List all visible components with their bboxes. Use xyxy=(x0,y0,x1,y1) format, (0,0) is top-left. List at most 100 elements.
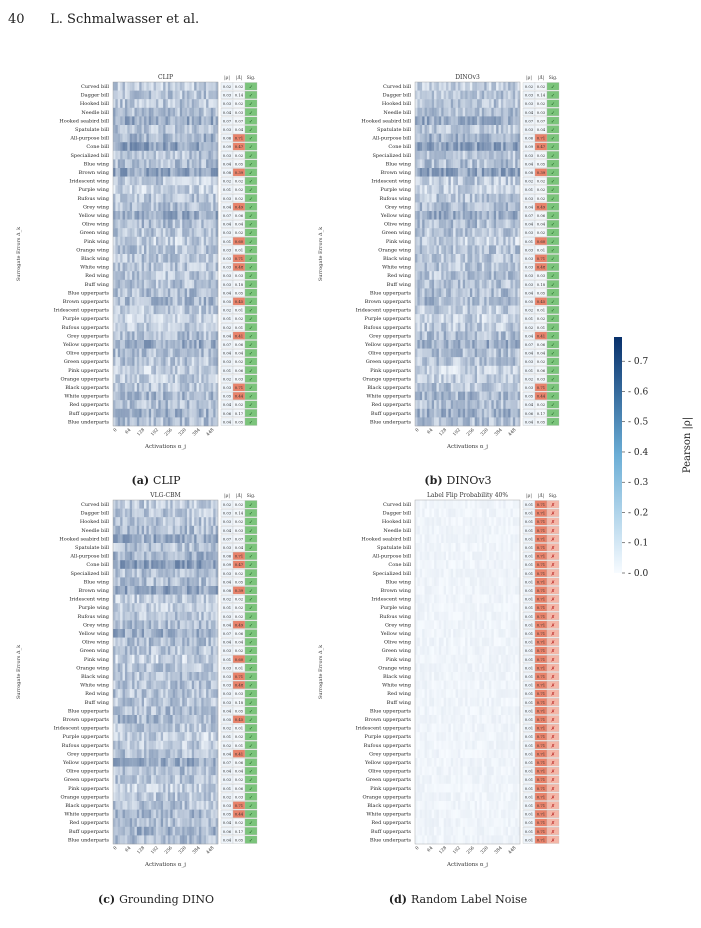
heatmap-cell xyxy=(512,159,516,169)
heatmap-cell xyxy=(203,90,207,100)
heatmap-cell xyxy=(155,159,159,169)
heatmap-cell xyxy=(132,577,135,587)
heatmap-cell xyxy=(419,391,423,401)
heatmap-cell xyxy=(479,236,483,246)
heatmap-cell xyxy=(479,142,483,151)
heatmap-cell xyxy=(124,193,128,203)
heatmap-cell xyxy=(167,314,171,323)
heatmap-cell xyxy=(472,374,475,384)
heatmap-cell xyxy=(115,508,118,518)
heatmap-cell xyxy=(460,305,463,315)
heatmap-cell xyxy=(160,185,164,194)
heatmap-cell xyxy=(113,603,116,612)
concept-label: Grey wing xyxy=(83,204,110,210)
concept-label: Iridescent wing xyxy=(69,597,109,603)
heatmap-cell xyxy=(191,348,195,358)
heatmap-cell xyxy=(122,314,126,323)
heatmap-cell xyxy=(493,400,497,409)
heatmap-cell xyxy=(153,577,157,587)
heatmap-cell xyxy=(175,176,178,186)
heatmap-cell xyxy=(179,82,183,91)
delta-value: 0.03 xyxy=(235,273,244,278)
heatmap-cell xyxy=(129,391,133,401)
heatmap-cell xyxy=(160,90,164,100)
heatmap-cell xyxy=(415,99,418,108)
heatmap-cell xyxy=(434,236,437,246)
heatmap-cell xyxy=(141,500,145,509)
heatmap-cell xyxy=(453,202,456,212)
heatmap-cell xyxy=(179,314,183,323)
heatmap-cell xyxy=(486,99,490,108)
heatmap-cell xyxy=(508,168,511,177)
heatmap-cell xyxy=(443,391,447,401)
heatmap-cell xyxy=(462,168,466,177)
heatmap-cell xyxy=(134,193,138,203)
heatmap-cell xyxy=(479,348,483,358)
heatmap-cell xyxy=(434,116,437,126)
significance-cell xyxy=(546,194,560,203)
heatmap-cell xyxy=(167,408,171,418)
heatmap-cell xyxy=(472,211,475,220)
heatmap-figure: VLG-CBM |ρ| |Δ̂| Sig.Surrogate Errors Δ_kCu… xyxy=(16,492,258,868)
heatmap-cell xyxy=(113,228,116,237)
delta-value: 0.04 xyxy=(235,640,244,645)
heatmap-cell xyxy=(508,357,511,366)
heatmap-cell xyxy=(122,262,126,272)
heatmap-cell xyxy=(446,193,449,203)
heatmap-cell xyxy=(175,322,178,332)
significance-cell xyxy=(244,526,258,535)
heatmap-cell xyxy=(175,408,178,418)
heatmap-cell xyxy=(146,314,149,323)
heatmap-cell xyxy=(191,99,195,108)
rho-value: 0.01 xyxy=(525,187,533,192)
heatmap-cell xyxy=(165,159,169,169)
heatmap-cell xyxy=(170,568,173,578)
heatmap-cell xyxy=(194,577,197,587)
heatmap-cell xyxy=(139,331,142,341)
heatmap-cell xyxy=(136,82,140,91)
heatmap-cell xyxy=(210,133,214,143)
heatmap-cell xyxy=(417,417,420,427)
heatmap-cell xyxy=(206,594,209,604)
heatmap-cell xyxy=(424,400,428,409)
heatmap-cell xyxy=(160,611,164,621)
heatmap-cell xyxy=(441,271,444,280)
heatmap-cell xyxy=(163,517,166,526)
heatmap-cell xyxy=(136,603,140,612)
heatmap-cell xyxy=(508,279,511,289)
significance-cell xyxy=(546,323,560,332)
heatmap-cell xyxy=(115,365,118,375)
heatmap-cell xyxy=(186,408,190,418)
heatmap-cell xyxy=(496,116,499,126)
heatmap-cell xyxy=(155,271,159,280)
heatmap-cell xyxy=(134,408,138,418)
heatmap-cell xyxy=(132,646,135,655)
heatmap-cell xyxy=(167,400,171,409)
heatmap-cell xyxy=(510,159,514,169)
heatmap-cell xyxy=(196,348,200,358)
concept-label: Blue wing xyxy=(386,161,412,167)
heatmap-cell xyxy=(186,288,190,298)
heatmap-cell xyxy=(158,125,161,134)
heatmap-cell xyxy=(175,637,178,647)
heatmap-cell xyxy=(148,314,152,323)
heatmap-cell xyxy=(155,211,159,220)
heatmap-cell xyxy=(201,603,204,612)
concept-label: Olive upperparts xyxy=(66,351,109,357)
heatmap-cell xyxy=(196,620,200,630)
heatmap-cell xyxy=(488,314,492,323)
heatmap-cell xyxy=(434,125,437,134)
delta-value: 0.03 xyxy=(235,376,244,381)
heatmap-cell xyxy=(120,219,123,229)
heatmap-cell xyxy=(170,577,173,587)
heatmap-cell xyxy=(505,150,509,160)
heatmap-cell xyxy=(122,568,126,578)
heatmap-cell xyxy=(426,374,430,384)
heatmap-cell xyxy=(505,185,509,194)
heatmap-cell xyxy=(512,142,516,151)
heatmap-cell xyxy=(179,271,183,280)
heatmap-cell xyxy=(457,99,461,108)
heatmap-cell xyxy=(491,254,494,263)
heatmap-cell xyxy=(132,219,135,229)
heatmap-cell xyxy=(436,288,440,298)
